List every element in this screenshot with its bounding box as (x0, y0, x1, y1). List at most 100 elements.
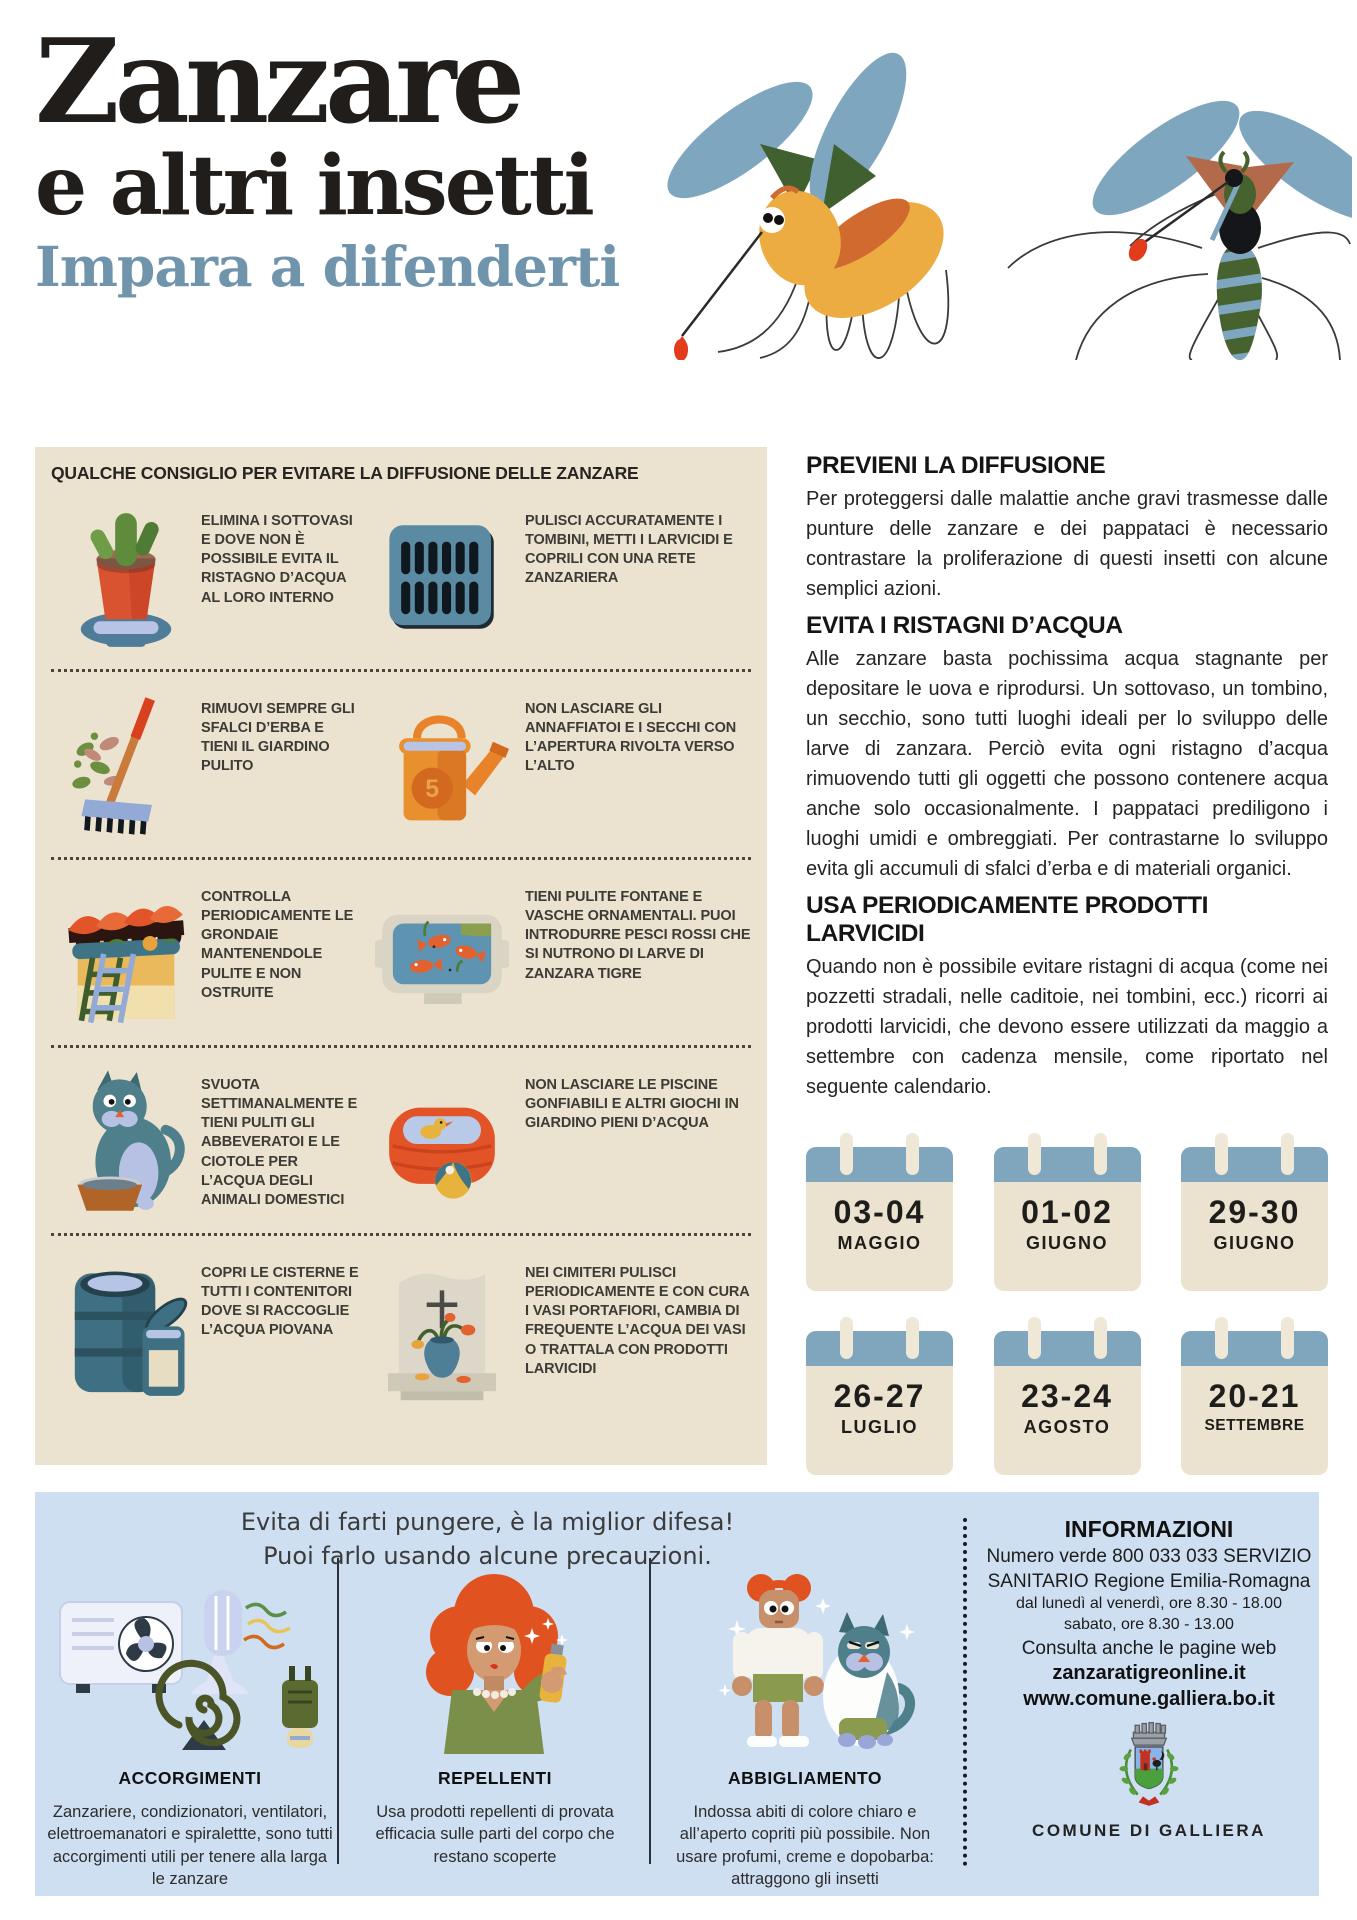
calendar-month: GIUGNO (1213, 1233, 1296, 1253)
roof-gutter-ladder-icon (68, 905, 185, 1023)
tip-row: COPRI LE CISTERNE E TUTTI I CONTENITORI … (51, 1236, 751, 1424)
info-phone-line: Numero verde 800 033 033 SERVIZIO SANITA… (986, 1546, 1312, 1592)
larvicide-calendar: 03-04 MAGGIO 01-02 GIUGNO 29-30 GIUGNO 2… (806, 1133, 1328, 1475)
tip-row: ELIMINA I SOTTOVASI E DOVE NON È POSSIBI… (51, 484, 751, 672)
info-web-intro: Consulta anche le pagine web (1021, 1637, 1277, 1659)
calendar-month: GIUGNO (1025, 1233, 1108, 1253)
calendar-dates: 23-24 (1021, 1378, 1113, 1414)
cat-water-bowl-icon (77, 1069, 185, 1211)
advice-paragraph: Per proteggersi dalle malattie anche gra… (806, 488, 1328, 600)
calendar-dates: 29-30 (1208, 1194, 1301, 1230)
calendar-card: 20-21 SETTEMBRE (1181, 1317, 1328, 1475)
section-divider (337, 1558, 339, 1864)
calendar-card-header (993, 1147, 1141, 1182)
title-block: Zanzare e altri insetti Impara a difende… (35, 22, 675, 297)
calendar-ring-icon (1281, 1317, 1294, 1359)
tip-row: SVUOTA SETTIMANALMENTE E TIENI PULITI GL… (51, 1048, 751, 1236)
spray-woman-illustration (426, 1574, 568, 1754)
calendar-ring-icon (840, 1133, 853, 1175)
calendar-card: 26-27 LUGLIO (806, 1317, 953, 1475)
calendar-ring-icon (840, 1317, 853, 1359)
calendar-dates: 26-27 (833, 1378, 926, 1414)
info-title: INFORMAZIONI (1064, 1516, 1234, 1542)
advice-heading: EVITA I RISTAGNI D’ACQUA (806, 612, 1123, 639)
watering-can-number: 5 (425, 775, 439, 803)
advice-heading: USA PERIODICAMENTE PRODOTTI LARVICIDI (806, 892, 1209, 947)
ornamental-pond-icon (375, 914, 509, 1004)
calendar-ring-icon (1027, 1317, 1041, 1359)
calendar-ring-icon (1027, 1133, 1041, 1175)
calendar-month: AGOSTO (1023, 1417, 1111, 1437)
dotted-divider (963, 1518, 967, 1866)
tip-text: RIMUOVI SEMPRE GLI SFALCI D’ERBA E TIENI… (201, 701, 355, 775)
calendar-ring-icon (1215, 1317, 1228, 1359)
tip-text: NON LASCIARE GLI ANNAFFIATOI E I SECCHI … (525, 701, 737, 775)
tiger-mosquito-top-icon (1007, 100, 1352, 360)
galliera-coat-of-arms-icon (1119, 1721, 1179, 1806)
website-link-comune-galliera[interactable]: www.comune.galliera.bo.it (1023, 1687, 1275, 1710)
calendar-card: 01-02 GIUGNO (993, 1133, 1141, 1291)
inflatable-pool-icon (389, 1107, 495, 1199)
protection-section-body: Usa prodotti repellenti di provata effic… (375, 1803, 615, 1866)
calendar-card-header (806, 1331, 953, 1366)
rake-icon (72, 696, 155, 835)
calendar-dates: 20-21 (1208, 1378, 1301, 1414)
protection-section-body: Indossa abiti di colore chiaro e all’ape… (676, 1803, 934, 1888)
poster-title-line2: e altri insetti (35, 137, 595, 234)
tips-panel-heading: QUALCHE CONSIGLIO PER EVITARE LA DIFFUSI… (51, 463, 639, 483)
calendar-card: 23-24 AGOSTO (993, 1317, 1141, 1475)
tip-text: CONTROLLA PERIODICAMENTE LE GRONDAIE MAN… (201, 889, 354, 1001)
calendar-card: 29-30 GIUGNO (1181, 1133, 1328, 1291)
website-link-zanzaratigre[interactable]: zanzaratigreonline.it (1052, 1661, 1246, 1684)
calendar-month: MAGGIO (837, 1233, 922, 1253)
poster-subtitle: Impara a difenderti (35, 233, 620, 299)
calendar-month: SETTEMBRE (1204, 1417, 1305, 1434)
protection-section-title: REPELLENTI (438, 1768, 552, 1788)
municipality-name: COMUNE DI GALLIERA (1032, 1820, 1266, 1840)
protection-panel: Evita di farti pungere, è la miglior dif… (35, 1492, 1319, 1896)
calendar-ring-icon (1093, 1317, 1107, 1359)
protection-section-title: ACCORGIMENTI (118, 1768, 262, 1788)
info-hours-weekdays: dal lunedì al venerdì, ore 8.30 - 18.00 (1016, 1595, 1282, 1613)
home-devices-illustration (59, 1590, 318, 1750)
calendar-ring-icon (1215, 1133, 1228, 1175)
tip-text: COPRI LE CISTERNE E TUTTI I CONTENITORI … (201, 1265, 359, 1339)
tip-text: SVUOTA SETTIMANALMENTE E TIENI PULITI GL… (201, 1077, 358, 1208)
info-hours-saturday: sabato, ore 8.30 - 13.00 (1064, 1616, 1234, 1634)
tip-text: TIENI PULITE FONTANE E VASCHE ORNAMENTAL… (525, 889, 751, 982)
calendar-card-header (993, 1331, 1141, 1366)
tip-row: CONTROLLA PERIODICAMENTE LE GRONDAIE MAN… (51, 860, 751, 1048)
mosquito-side-icon (667, 52, 950, 360)
tip-row: RIMUOVI SEMPRE GLI SFALCI D’ERBA E TIENI… (51, 672, 751, 860)
potted-plant-icon (80, 512, 172, 647)
tip-text: NON LASCIARE LE PISCINE GONFIABILI E ALT… (525, 1077, 739, 1132)
rain-cistern-icon (74, 1271, 188, 1396)
tip-text: NEI CIMITERI PULISCI PERIODICAMENTE E CO… (525, 1265, 750, 1377)
calendar-card-header (806, 1147, 953, 1182)
calendar-ring-icon (1281, 1133, 1294, 1175)
calendar-month: LUGLIO (841, 1417, 918, 1437)
protection-headline-line1: Evita di farti pungere, è la miglior dif… (240, 1508, 735, 1536)
protection-section: ABBIGLIAMENTO Indossa abiti di colore ch… (659, 1558, 951, 1890)
calendar-card-header (1181, 1147, 1328, 1182)
advice-heading: PREVIENI LA DIFFUSIONE (806, 452, 1106, 479)
person-cat-illustration (718, 1574, 915, 1749)
calendar-card: 03-04 MAGGIO (806, 1133, 953, 1291)
tip-text: ELIMINA I SOTTOVASI E DOVE NON È POSSIBI… (201, 513, 353, 606)
drain-grate-icon (389, 524, 494, 629)
poster-title: Zanzare (35, 14, 525, 150)
advice-paragraph: Alle zanzare basta pochissima acqua stag… (806, 648, 1328, 880)
tip-text: PULISCI ACCURATAMENTE I TOMBINI, METTI I… (525, 513, 733, 587)
protection-section: REPELLENTI Usa prodotti repellenti di pr… (351, 1558, 639, 1868)
cemetery-vase-icon (388, 1273, 496, 1401)
calendar-card-header (1181, 1331, 1328, 1366)
section-divider (649, 1558, 651, 1864)
watering-can-icon: 5 (399, 714, 509, 820)
tips-panel: QUALCHE CONSIGLIO PER EVITARE LA DIFFUSI… (35, 447, 767, 1465)
calendar-ring-icon (906, 1133, 919, 1175)
protection-section-body: Zanzariere, condizionatori, ventilatori,… (47, 1803, 333, 1888)
protection-section-title: ABBIGLIAMENTO (728, 1768, 882, 1788)
advice-paragraph: Quando non è possibile evitare ristagni … (806, 956, 1328, 1098)
calendar-ring-icon (1093, 1133, 1107, 1175)
